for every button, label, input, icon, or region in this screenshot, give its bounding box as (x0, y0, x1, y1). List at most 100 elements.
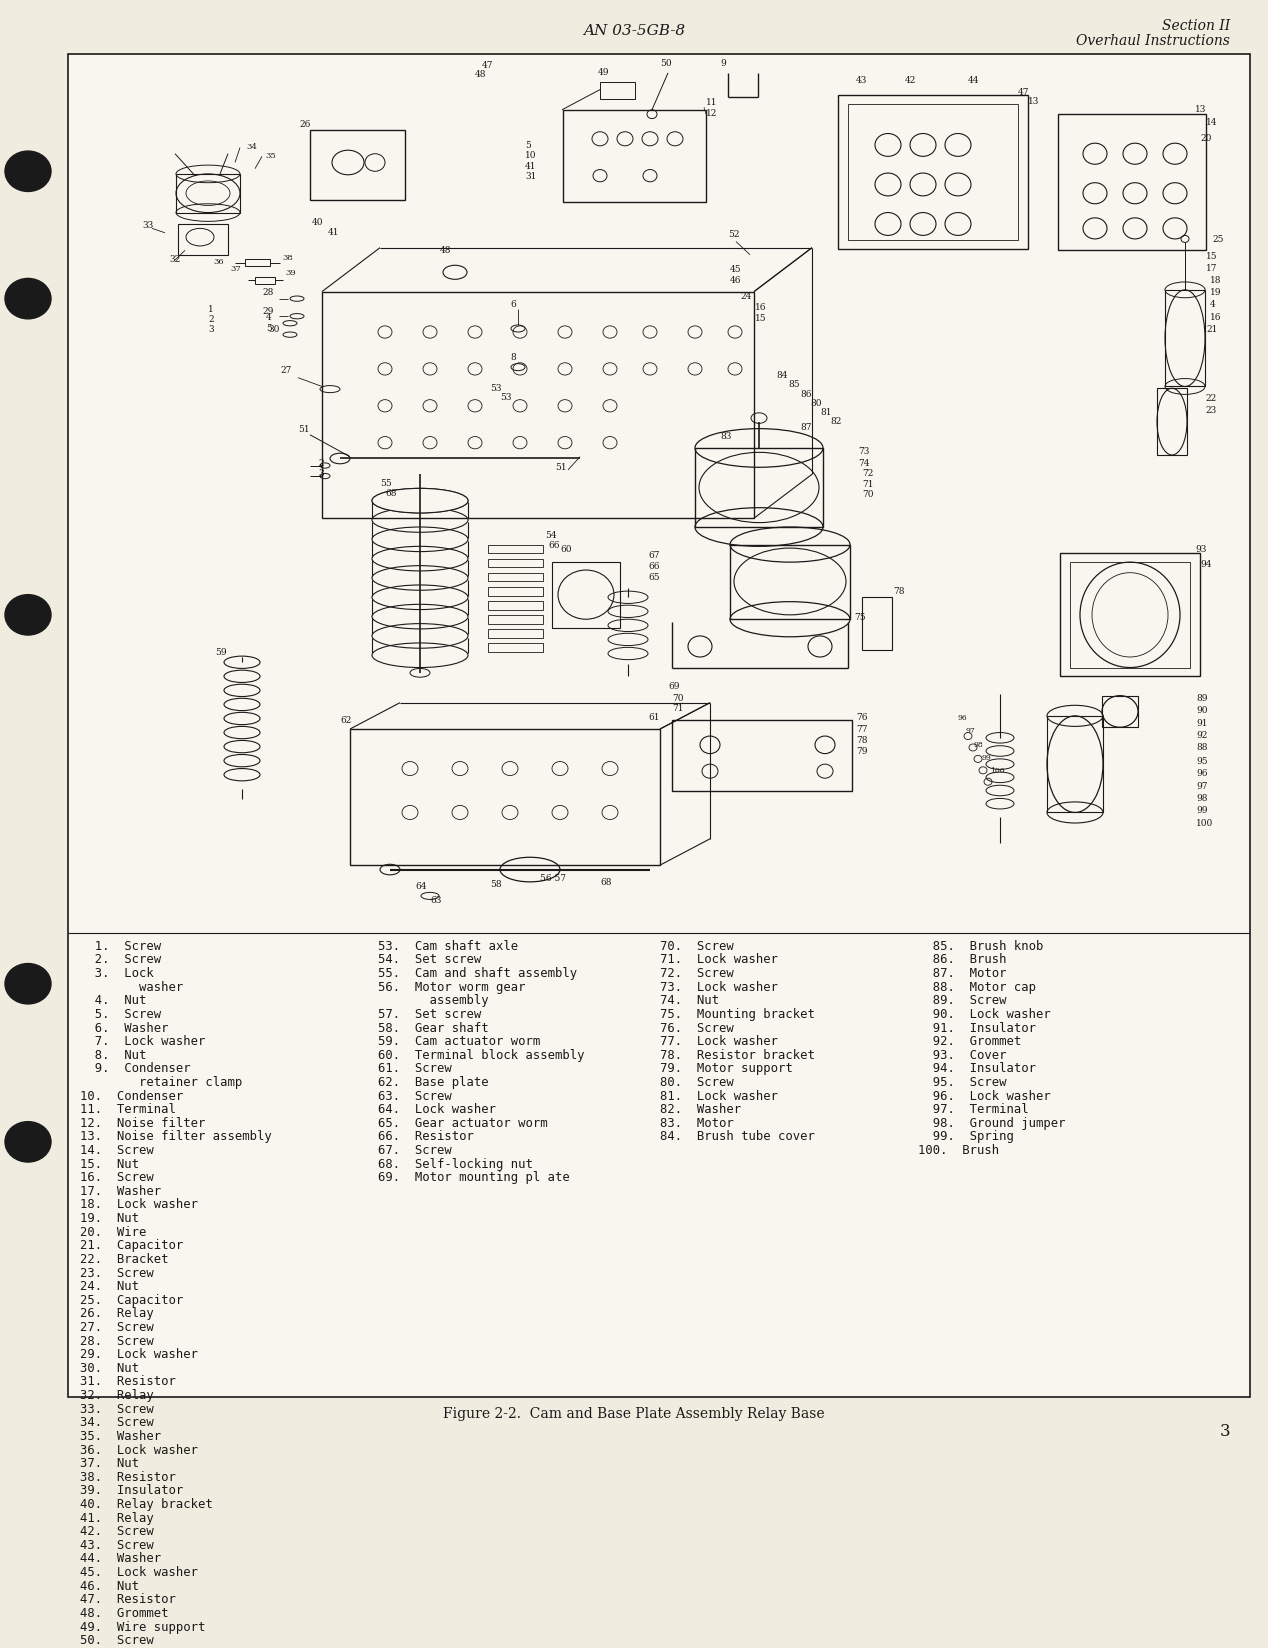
Text: 35: 35 (265, 152, 275, 160)
Bar (1058, 114, 1206, 250)
Circle shape (5, 964, 51, 1004)
Text: 87.  Motor: 87. Motor (918, 967, 1007, 981)
Text: 32.  Relay: 32. Relay (80, 1389, 153, 1402)
Text: 12.  Noise filter: 12. Noise filter (80, 1117, 205, 1131)
Text: 83: 83 (720, 432, 732, 442)
Text: assembly: assembly (378, 994, 488, 1007)
Text: 80.  Screw: 80. Screw (661, 1076, 734, 1089)
Text: 21: 21 (1206, 325, 1217, 335)
Text: 81.  Lock washer: 81. Lock washer (661, 1089, 779, 1103)
Text: 98: 98 (974, 740, 984, 748)
Text: 99: 99 (981, 753, 992, 761)
Text: 62.  Base plate: 62. Base plate (378, 1076, 488, 1089)
Text: 48.  Grommet: 48. Grommet (80, 1607, 169, 1620)
Text: 100.  Brush: 100. Brush (918, 1144, 999, 1157)
Text: 65: 65 (648, 574, 659, 582)
Text: 39.  Insulator: 39. Insulator (80, 1485, 184, 1498)
Text: 97: 97 (966, 727, 976, 735)
Text: 61: 61 (648, 714, 659, 722)
Bar (1060, 554, 1200, 676)
Bar (1102, 695, 1137, 727)
Text: 79: 79 (856, 747, 867, 756)
Bar (488, 615, 543, 623)
Text: 23.  Screw: 23. Screw (80, 1267, 153, 1279)
Text: 8: 8 (510, 353, 516, 363)
Text: 16: 16 (1210, 313, 1221, 321)
Text: 18.  Lock washer: 18. Lock washer (80, 1198, 198, 1211)
Text: 91.  Insulator: 91. Insulator (918, 1022, 1036, 1035)
Text: 41.  Relay: 41. Relay (80, 1511, 153, 1524)
Bar (552, 562, 620, 628)
Text: 80: 80 (810, 399, 822, 407)
Bar (178, 224, 228, 255)
Text: 88: 88 (1196, 743, 1207, 751)
Circle shape (5, 1122, 51, 1162)
Text: 15: 15 (1206, 252, 1217, 260)
Text: 48: 48 (476, 71, 487, 79)
Text: 58.  Gear shaft: 58. Gear shaft (378, 1022, 488, 1035)
Text: 6: 6 (510, 300, 516, 310)
Text: retainer clamp: retainer clamp (80, 1076, 242, 1089)
Bar (730, 544, 850, 620)
Text: 41: 41 (328, 227, 340, 237)
Circle shape (5, 595, 51, 634)
Text: 47: 47 (1018, 87, 1030, 97)
Text: 42.  Screw: 42. Screw (80, 1526, 153, 1538)
Text: 27: 27 (280, 366, 292, 376)
Text: 15: 15 (754, 313, 767, 323)
Text: 16: 16 (754, 303, 766, 311)
Text: 96: 96 (1196, 770, 1207, 778)
Text: 5: 5 (266, 325, 271, 333)
Text: 97.  Terminal: 97. Terminal (918, 1103, 1028, 1116)
Text: 72.  Screw: 72. Screw (661, 967, 734, 981)
Bar (848, 104, 1018, 241)
Text: 21.  Capacitor: 21. Capacitor (80, 1239, 184, 1252)
Bar (255, 277, 275, 283)
Text: 66: 66 (548, 541, 559, 550)
Text: 75.  Mounting bracket: 75. Mounting bracket (661, 1009, 815, 1020)
Text: 47: 47 (482, 61, 493, 69)
Text: 63: 63 (430, 897, 441, 905)
Text: 71: 71 (672, 704, 683, 714)
Text: 94.  Insulator: 94. Insulator (918, 1063, 1036, 1076)
Text: 87: 87 (800, 424, 812, 432)
Text: 77: 77 (856, 725, 867, 733)
Text: 71: 71 (862, 480, 874, 488)
Text: 7.  Lock washer: 7. Lock washer (80, 1035, 205, 1048)
Text: 66.  Resistor: 66. Resistor (378, 1131, 474, 1144)
Text: 37.  Nut: 37. Nut (80, 1457, 139, 1470)
Text: 10.  Condenser: 10. Condenser (80, 1089, 184, 1103)
Text: 53: 53 (500, 392, 511, 402)
Text: 13: 13 (1194, 105, 1206, 114)
Text: 26: 26 (299, 120, 311, 129)
Text: 64.  Lock washer: 64. Lock washer (378, 1103, 496, 1116)
Text: 12: 12 (706, 109, 718, 119)
Text: 82.  Washer: 82. Washer (661, 1103, 741, 1116)
Text: 9: 9 (720, 59, 725, 68)
Text: 17.  Washer: 17. Washer (80, 1185, 161, 1198)
Text: 36.  Lock washer: 36. Lock washer (80, 1444, 198, 1457)
Text: 63.  Screw: 63. Screw (378, 1089, 451, 1103)
Text: 68.  Self-locking nut: 68. Self-locking nut (378, 1157, 533, 1170)
Text: 46: 46 (730, 275, 742, 285)
Bar (488, 544, 543, 554)
Text: 4: 4 (1210, 300, 1216, 310)
Text: 31.  Resistor: 31. Resistor (80, 1376, 176, 1389)
Text: 2.  Screw: 2. Screw (80, 954, 161, 966)
Text: 8.  Nut: 8. Nut (80, 1048, 146, 1061)
Text: 36: 36 (213, 257, 223, 265)
Text: 60.  Terminal block assembly: 60. Terminal block assembly (378, 1048, 585, 1061)
Text: 46.  Nut: 46. Nut (80, 1580, 139, 1592)
Text: 74.  Nut: 74. Nut (661, 994, 719, 1007)
Text: 27.  Screw: 27. Screw (80, 1322, 153, 1333)
Text: 25: 25 (1212, 234, 1224, 244)
Text: 4: 4 (266, 313, 271, 321)
Circle shape (5, 152, 51, 191)
Text: 29: 29 (262, 308, 274, 316)
Text: 49: 49 (598, 68, 610, 77)
Bar (488, 630, 543, 638)
Bar (600, 82, 635, 99)
Text: 93: 93 (1194, 544, 1206, 554)
Text: 56.  Motor worm gear: 56. Motor worm gear (378, 981, 525, 994)
Text: 33: 33 (142, 221, 153, 231)
